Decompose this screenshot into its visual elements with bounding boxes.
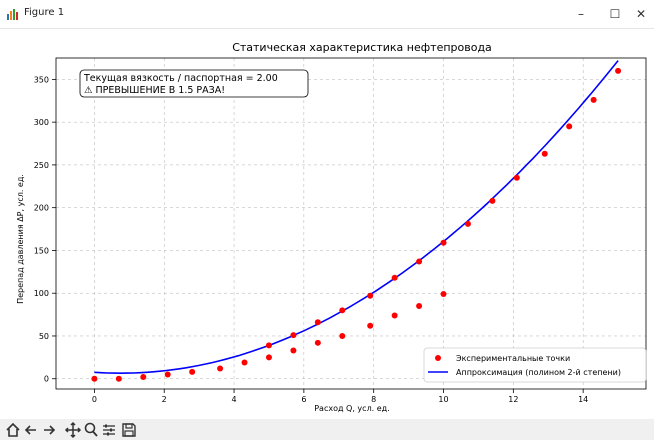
y-tick-label: 0 — [44, 375, 49, 384]
chart-title: Статическая характеристика нефтепровода — [232, 41, 492, 54]
data-point — [367, 322, 374, 329]
zoom-icon — [84, 422, 98, 437]
configure-subplots-icon — [103, 424, 115, 436]
data-point — [416, 258, 423, 265]
annotation-line-1: Текущая вязкость / паспортная = 2.00 — [83, 73, 278, 84]
data-point — [440, 239, 447, 246]
data-point — [391, 274, 398, 281]
data-point — [590, 96, 597, 103]
data-point — [391, 312, 398, 319]
legend-label-scatter: Экспериментальные точки — [456, 354, 570, 363]
annotation-box: Текущая вязкость / паспортная = 2.00 ⚠ П… — [79, 69, 309, 98]
x-tick-label: 8 — [371, 395, 376, 404]
window-title: Figure 1 — [24, 7, 65, 18]
data-point — [440, 291, 447, 298]
data-point — [513, 174, 520, 181]
plot-frame — [55, 57, 647, 390]
save-icon — [122, 423, 136, 437]
data-point — [290, 347, 297, 354]
data-point — [217, 365, 224, 372]
x-tick-label: 2 — [162, 395, 167, 404]
y-tick-label: 350 — [34, 75, 49, 84]
x-tick-label: 4 — [232, 395, 237, 404]
data-point — [367, 292, 374, 299]
data-point — [615, 67, 622, 74]
data-point — [91, 375, 98, 382]
matplotlib-app-icon — [7, 9, 18, 20]
data-point — [314, 339, 321, 346]
window-titlebar: Figure 1 – ☐ ✕ — [0, 0, 654, 29]
y-tick-label: 50 — [39, 332, 49, 341]
x-tick-label: 10 — [438, 395, 448, 404]
y-axis-label: Перепад давления ΔP, усл. ед. — [16, 174, 25, 304]
x-axis-label: Расход Q, усл. ед. — [314, 404, 390, 413]
data-point — [241, 359, 248, 366]
series-layer — [91, 60, 622, 382]
back-arrow-icon — [24, 425, 36, 435]
x-tick-label: 6 — [301, 395, 306, 404]
data-point — [189, 368, 196, 375]
chart: 0 2 4 6 8 10 12 14 0 50 100 150 200 250 300 350 Статиче… — [16, 41, 647, 413]
data-point — [566, 123, 573, 130]
fit-curve — [94, 60, 619, 375]
x-tick-label: 12 — [508, 395, 518, 404]
forward-arrow-icon — [44, 425, 56, 435]
data-point — [265, 354, 272, 361]
home-button[interactable] — [4, 421, 22, 439]
legend-marker-scatter — [435, 355, 441, 361]
maximize-button[interactable]: ☐ — [609, 7, 621, 21]
x-tick-label: 14 — [578, 395, 588, 404]
data-point — [339, 332, 346, 339]
data-point — [339, 307, 346, 314]
pan-button[interactable] — [64, 421, 82, 439]
x-tick-label: 0 — [92, 395, 97, 404]
y-tick-label: 250 — [34, 161, 49, 170]
annotation-line-2: ⚠ ПРЕВЫШЕНИЕ В 1.5 РАЗА! — [84, 85, 225, 96]
data-point — [314, 319, 321, 326]
data-point — [290, 332, 297, 339]
data-point — [464, 220, 471, 227]
legend-label-line: Аппроксимация (полином 2-й степени) — [456, 368, 621, 377]
zoom-button[interactable] — [82, 421, 100, 439]
data-point — [416, 303, 423, 310]
home-icon — [6, 422, 20, 437]
pan-icon — [64, 421, 82, 439]
data-point — [164, 371, 171, 378]
data-point — [489, 197, 496, 204]
y-tick-label: 200 — [34, 204, 49, 213]
data-point — [140, 374, 147, 381]
y-tick-label: 150 — [34, 246, 49, 255]
back-button[interactable] — [22, 421, 40, 439]
data-point — [115, 375, 122, 382]
data-point — [541, 150, 548, 157]
legend: Экспериментальные точки Аппроксимация (п… — [423, 347, 647, 383]
y-tick-label: 300 — [34, 118, 49, 127]
navigation-toolbar — [0, 419, 654, 440]
y-tick-label: 100 — [34, 289, 49, 298]
forward-button[interactable] — [40, 421, 58, 439]
axes: 0 2 4 6 8 10 12 14 0 50 100 150 200 250 300 350 — [34, 57, 647, 404]
minimize-button[interactable]: – — [578, 7, 584, 21]
data-point — [265, 342, 272, 349]
configure-subplots-button[interactable] — [100, 421, 118, 439]
close-button[interactable]: ✕ — [635, 7, 647, 21]
figure-canvas[interactable]: 0 2 4 6 8 10 12 14 0 50 100 150 200 250 300 350 Статиче… — [0, 29, 654, 418]
grid — [56, 58, 646, 389]
save-button[interactable] — [120, 421, 138, 439]
